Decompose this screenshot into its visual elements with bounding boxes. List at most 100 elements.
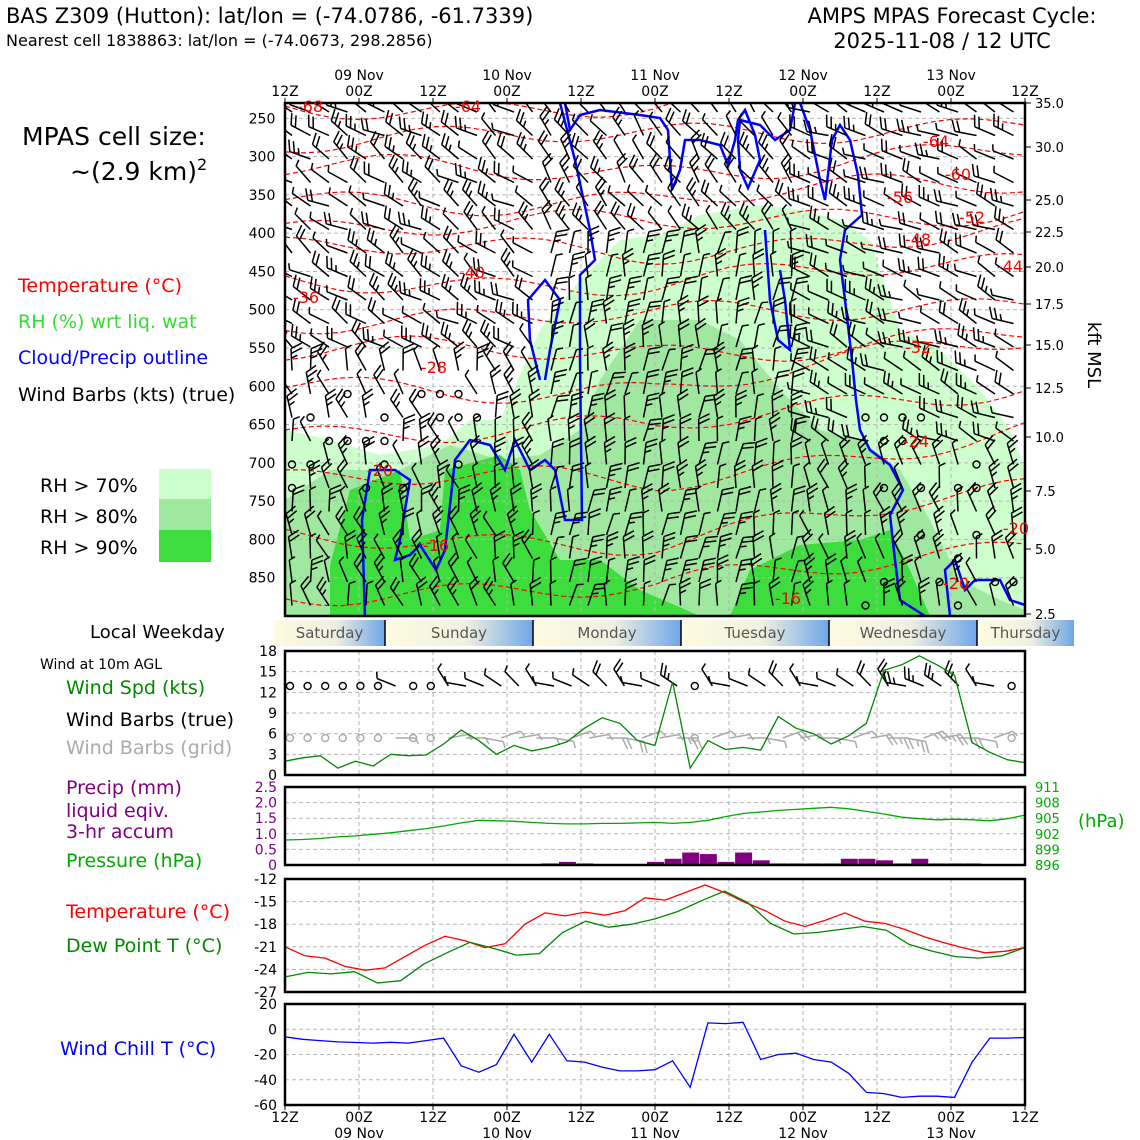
wind-barb-feather bbox=[1011, 511, 1023, 519]
wind-barb-staff bbox=[923, 103, 940, 113]
wind-barb-feather bbox=[760, 110, 766, 118]
wind-barb-feather bbox=[628, 85, 632, 96]
wind-barb-feather bbox=[778, 89, 781, 95]
isotherm-label: -16 bbox=[775, 589, 801, 608]
calm-marker bbox=[306, 413, 315, 422]
wind-barb-staff bbox=[392, 444, 404, 465]
wind-barb-feather bbox=[551, 308, 559, 312]
wind-barb-feather bbox=[813, 349, 817, 362]
wind-barb-staff bbox=[364, 172, 385, 184]
wind-barb-staff bbox=[309, 217, 330, 231]
wind-barb-feather bbox=[740, 515, 753, 520]
calm-marker bbox=[287, 460, 297, 469]
wind-barb-feather bbox=[726, 157, 735, 169]
wind-barb-staff bbox=[865, 310, 885, 325]
weekday-label: Sunday bbox=[431, 624, 487, 642]
wind-barb-feather bbox=[686, 534, 699, 539]
wind-barb-feather bbox=[770, 250, 777, 256]
wind-barb-feather bbox=[552, 437, 565, 444]
isotherm-label: -60 bbox=[945, 165, 971, 184]
weekday-label: Wednesday bbox=[860, 624, 947, 642]
wind-barb-feather bbox=[598, 142, 604, 150]
wind-barb-staff bbox=[993, 730, 1014, 739]
wind-barb-feather bbox=[432, 344, 439, 351]
wind-barb-feather bbox=[413, 344, 420, 351]
bottom-hour-tick-label: 12Z bbox=[419, 1110, 446, 1126]
wind-barb-feather bbox=[678, 471, 685, 477]
wind-barb-feather bbox=[383, 182, 387, 195]
wind-barb-staff bbox=[1007, 466, 1015, 489]
wind-barb-feather bbox=[279, 370, 282, 376]
wind-barb-feather bbox=[773, 509, 781, 514]
wind-barb-staff bbox=[700, 143, 718, 160]
wind-barb-staff bbox=[677, 325, 682, 348]
wind-barb-staff bbox=[899, 222, 922, 231]
wind-barb-staff bbox=[419, 197, 441, 207]
wind-barb-feather bbox=[658, 482, 670, 491]
wind-barb-feather bbox=[424, 208, 428, 221]
wind-barb-staff bbox=[624, 560, 629, 583]
wind-barb-staff bbox=[713, 395, 719, 418]
wind-barb-staff bbox=[789, 265, 811, 278]
wind-barb-staff bbox=[584, 442, 589, 465]
wind-barb-feather bbox=[628, 280, 641, 285]
wind-barb-feather bbox=[445, 252, 451, 265]
wind-barb-staff bbox=[477, 168, 496, 184]
wind-barb-feather bbox=[429, 333, 432, 341]
wind-barb-staff bbox=[681, 214, 700, 231]
wind-barb-feather bbox=[736, 308, 744, 312]
calm-marker bbox=[953, 554, 963, 563]
wind-barb-feather bbox=[530, 581, 542, 590]
chill-axis: 200-20-40-60 bbox=[254, 997, 277, 1114]
isotherm-label: -20 bbox=[1003, 519, 1029, 538]
wind-barb-feather bbox=[809, 205, 813, 218]
wind-barb-feather bbox=[804, 399, 808, 413]
wind-barb-feather bbox=[846, 495, 853, 500]
wind-barb-staff bbox=[790, 359, 811, 372]
wind-barb-feather bbox=[589, 560, 602, 566]
wind-barb-feather bbox=[928, 482, 938, 493]
bottom-hour-tick-label: 00Z bbox=[937, 1110, 964, 1126]
wind-barb-feather bbox=[442, 225, 449, 238]
wind-barb-staff bbox=[349, 260, 367, 278]
wind-barb-staff bbox=[594, 186, 608, 207]
wind-barb-feather bbox=[492, 494, 499, 501]
wind-barb-feather bbox=[448, 505, 458, 516]
wind-barb-staff bbox=[481, 211, 497, 230]
wind-barb-feather bbox=[294, 207, 299, 215]
wind-barb-staff bbox=[735, 489, 741, 512]
wind-barb-feather bbox=[778, 281, 791, 285]
wind-barb-feather bbox=[699, 578, 712, 585]
wind-barb-feather bbox=[610, 486, 623, 491]
wind-barb-staff bbox=[661, 513, 669, 536]
wind-barb-feather bbox=[286, 510, 298, 520]
wind-barb-feather bbox=[623, 415, 631, 420]
wind-barb-feather bbox=[408, 553, 417, 565]
wind-barb-feather bbox=[695, 368, 703, 373]
wind-barb-feather bbox=[479, 319, 486, 332]
wind-barb-staff bbox=[735, 254, 741, 277]
wind-barb-feather bbox=[322, 462, 333, 473]
wind-barb-feather bbox=[311, 559, 324, 566]
wind-barb-feather bbox=[530, 483, 542, 491]
wind-barb-staff bbox=[704, 163, 719, 183]
wind-barb-staff bbox=[411, 538, 423, 559]
wind-barb-feather bbox=[643, 559, 656, 566]
pressure-line bbox=[285, 806, 1025, 841]
wind-barb-staff bbox=[982, 103, 996, 113]
calm-marker bbox=[879, 577, 889, 587]
wind-barb-feather bbox=[678, 307, 686, 312]
wind-barb-staff bbox=[937, 432, 959, 442]
wind-barb-feather bbox=[714, 393, 726, 402]
wind-barb-staff bbox=[863, 149, 885, 160]
wind-barb-feather bbox=[556, 347, 564, 350]
wind-barb-feather bbox=[325, 393, 337, 402]
isotherm bbox=[285, 217, 1025, 265]
altitude-tick-label: 20.0 bbox=[1035, 261, 1064, 276]
wind-barb-feather bbox=[494, 448, 502, 453]
wind-barb-feather bbox=[319, 345, 328, 357]
wind-barb-feather bbox=[781, 133, 790, 145]
wind-barb-feather bbox=[988, 458, 999, 468]
station-title: BAS Z309 (Hutton): lat/lon = (-74.0786, … bbox=[6, 4, 533, 28]
wind-barb-feather bbox=[679, 413, 692, 420]
